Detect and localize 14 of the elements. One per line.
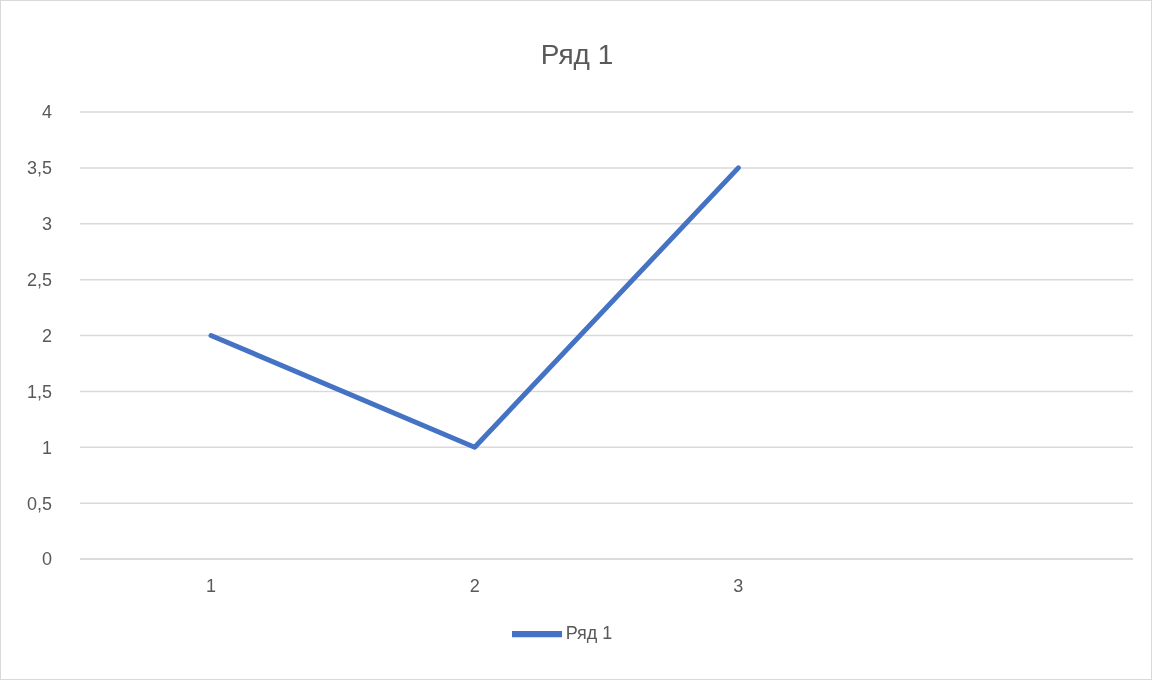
y-tick-label: 0 xyxy=(41,549,52,570)
y-tick-label: 2,5 xyxy=(26,270,52,291)
y-tick-label: 3,5 xyxy=(26,158,52,179)
x-tick-label: 2 xyxy=(469,575,480,596)
y-tick-label: 2 xyxy=(41,325,52,346)
y-tick-label: 4 xyxy=(41,102,52,123)
legend-label: Ряд 1 xyxy=(565,622,613,643)
x-tick-label: 3 xyxy=(733,575,744,596)
y-tick-label: 3 xyxy=(41,214,52,235)
chart-title: Ряд 1 xyxy=(539,39,615,71)
y-tick-label: 0,5 xyxy=(26,493,52,514)
x-tick-label: 1 xyxy=(205,575,217,596)
y-tick-label: 1,5 xyxy=(26,381,52,402)
y-tick-label: 1 xyxy=(41,437,52,458)
